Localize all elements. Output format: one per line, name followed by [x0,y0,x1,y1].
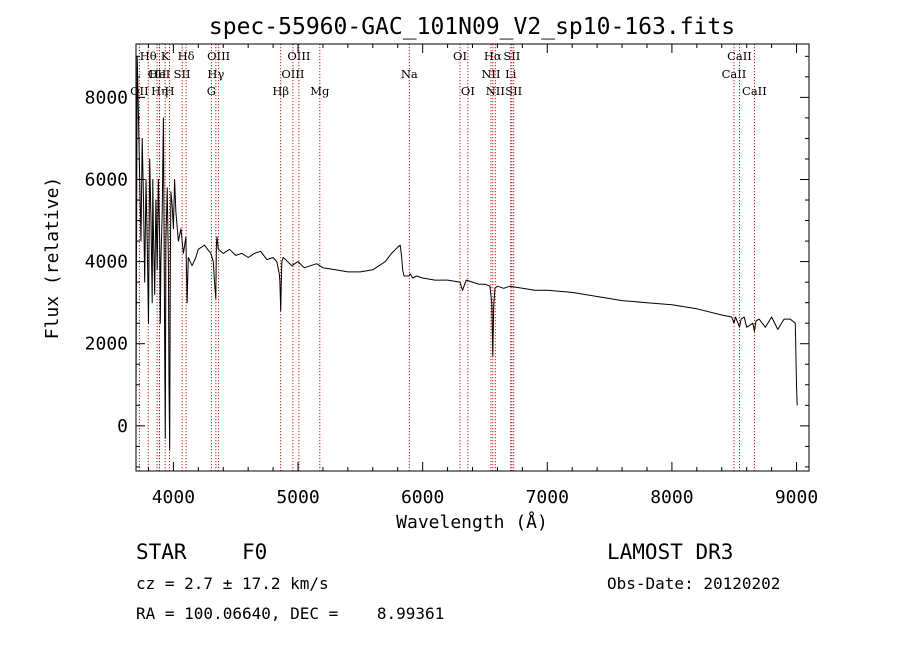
y-tick-label: 4000 [85,252,128,273]
y-axis-label: Flux (relative) [42,177,63,340]
axes: 4000 5000 6000 7000 8000 9000 0 2000 4000 6000 800… [85,44,818,508]
object-class: STAR [136,540,187,564]
line-marker-label: OII [130,84,149,98]
line-marker-label: OIII [281,67,304,81]
survey-name: LAMOST DR3 [607,540,734,564]
line-marker-label: NII [486,84,505,98]
line-marker-label: Mg [310,84,330,98]
line-marker-label: OI [461,84,475,98]
line-marker-label: Hθ [140,49,157,63]
chart-title: spec-55960-GAC_101N09_V2_sp10-163.fits [209,14,735,40]
line-marker-label: Hβ [272,84,289,98]
ra-dec: RA = 100.06640, DEC = 8.99361 [136,604,445,623]
line-marker-label: Hδ [178,49,195,63]
spectrum-line [135,55,798,451]
y-tick-label: 2000 [85,334,128,355]
subclass: F0 [242,540,268,564]
line-marker-label: Hα [484,49,502,63]
obs-date: Obs-Date: 20120202 [607,574,781,593]
line-marker-label: K [161,49,170,63]
x-tick-label: 7000 [526,487,569,508]
line-marker-label: OIII [287,49,310,63]
x-tick-label: 8000 [650,487,693,508]
x-tick-label: 6000 [401,487,444,508]
line-marker-label: SII [174,67,191,81]
x-axis-label: Wavelength (Å) [396,511,548,533]
line-marker-label: Hη [151,84,168,98]
x-tick-label: 9000 [775,487,818,508]
x-tick-label: 5000 [276,487,319,508]
line-marker-label: G [207,84,216,98]
line-marker-label: OIII [207,49,230,63]
line-marker-label: OI [453,49,467,63]
line-marker-label: Li [505,67,517,81]
line-marker-label: NII [481,67,500,81]
spectrum-layer [135,55,798,451]
line-markers: OIIHθOIIHηHeIKHSIIHδHγGOIIIHβOIIIOIIIMgN… [130,44,767,471]
cz-value: cz = 2.7 ± 17.2 km/s [136,574,329,593]
line-marker-label: CaII [722,67,747,81]
line-marker-label: CaII [742,84,767,98]
x-tick-label: 4000 [152,487,195,508]
y-tick-label: 8000 [85,87,128,108]
y-tick-label: 0 [117,416,128,437]
line-marker-label: SII [505,84,522,98]
line-marker-label: HeI [149,67,170,81]
plot-frame [135,43,810,472]
line-marker-label: H [165,84,175,98]
line-marker-label: SII [503,49,520,63]
line-marker-label: Na [401,67,418,81]
line-marker-label: Hγ [207,67,224,81]
line-marker-label: OII [148,67,167,81]
line-marker-label: CaII [727,49,752,63]
y-tick-label: 6000 [85,169,128,190]
